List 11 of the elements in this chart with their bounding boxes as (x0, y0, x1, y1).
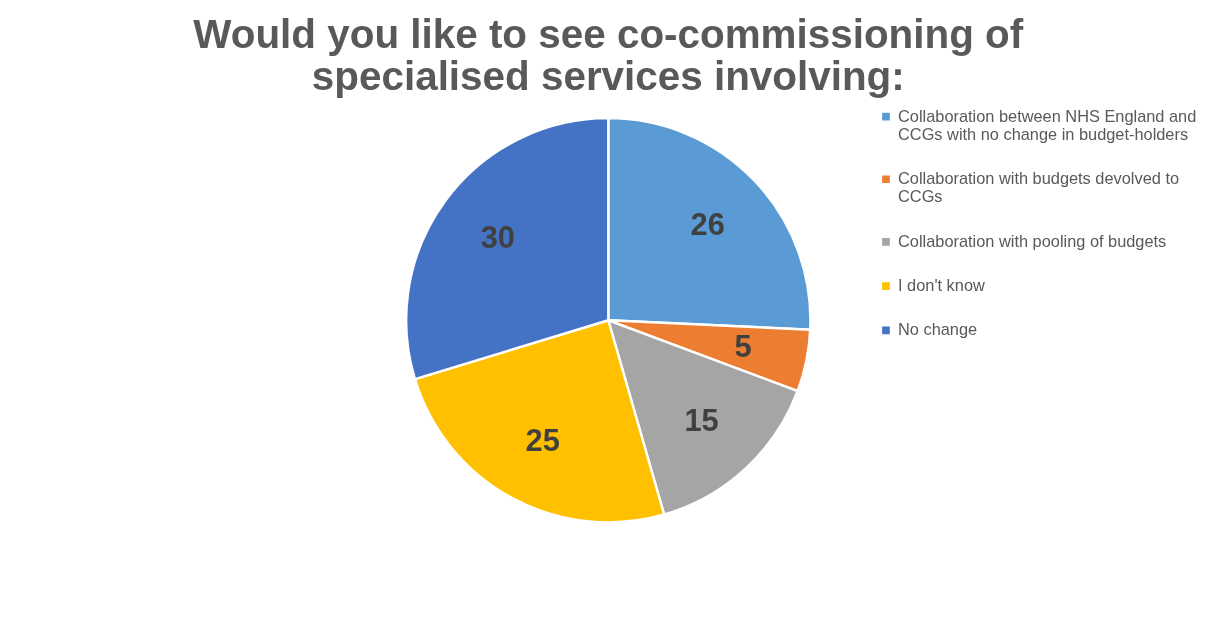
legend-label: Collaboration between NHS England and CCGs with no change in budget-holders (898, 106, 1197, 143)
chart-title: Would you like to see co-commissioning of specialised services involving: (193, 10, 1024, 100)
data-label: 15 (684, 402, 719, 438)
data-label: 26 (690, 207, 725, 243)
legend-label: Collaboration with pooling of budgets (898, 231, 1167, 250)
legend-label: I don't know (898, 275, 985, 294)
legend-label: Collaboration with budgets devolved to CCGs (898, 169, 1180, 206)
data-label: 30 (480, 220, 515, 256)
legend-label: No change (898, 320, 978, 339)
data-label: 25 (525, 422, 560, 458)
data-label: 5 (734, 329, 752, 365)
